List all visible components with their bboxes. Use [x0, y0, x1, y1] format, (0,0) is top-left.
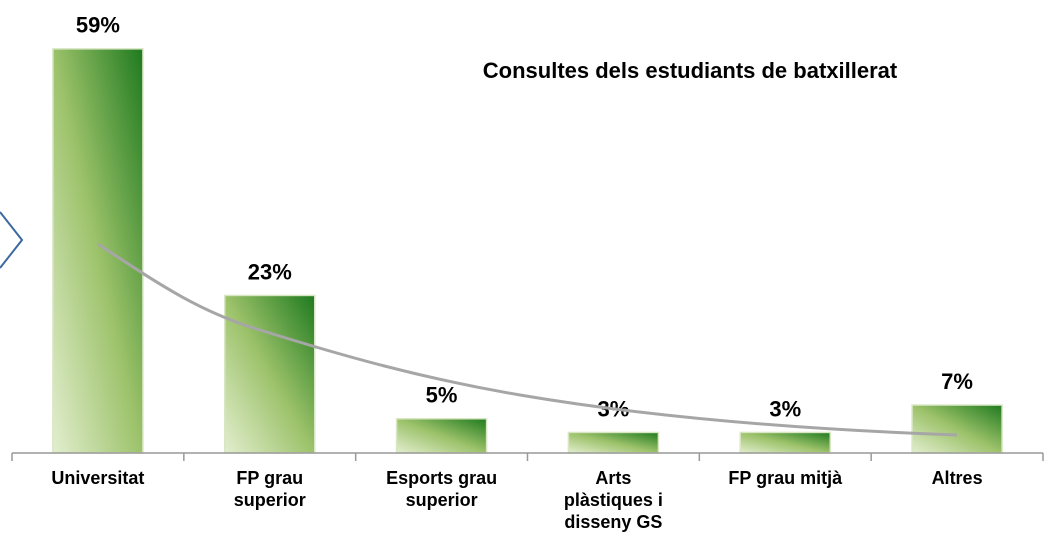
trend-line	[97, 242, 958, 437]
bar	[52, 48, 144, 454]
bar	[224, 294, 316, 454]
x-tick-label: FP grau superior	[233, 468, 306, 510]
chart-title: Consultes dels estudiants de batxillerat	[483, 58, 898, 83]
bar	[739, 431, 831, 454]
data-label: 5%	[426, 383, 458, 408]
data-label: 3%	[769, 396, 801, 421]
x-tick-label: Esports grau superior	[386, 468, 498, 510]
x-tick-label: FP grau mitjà	[728, 468, 843, 488]
bar	[911, 404, 1003, 454]
data-label: 23%	[248, 259, 292, 284]
bar	[567, 431, 660, 454]
data-label: 59%	[76, 13, 120, 38]
bar	[395, 418, 488, 454]
data-label: 7%	[941, 369, 973, 394]
x-tick-label: Arts plàstiques i disseny GS	[563, 468, 663, 532]
x-tick-label: Altres	[931, 468, 983, 488]
nav-chevron	[0, 211, 24, 269]
x-tick-label: Universitat	[51, 468, 145, 488]
